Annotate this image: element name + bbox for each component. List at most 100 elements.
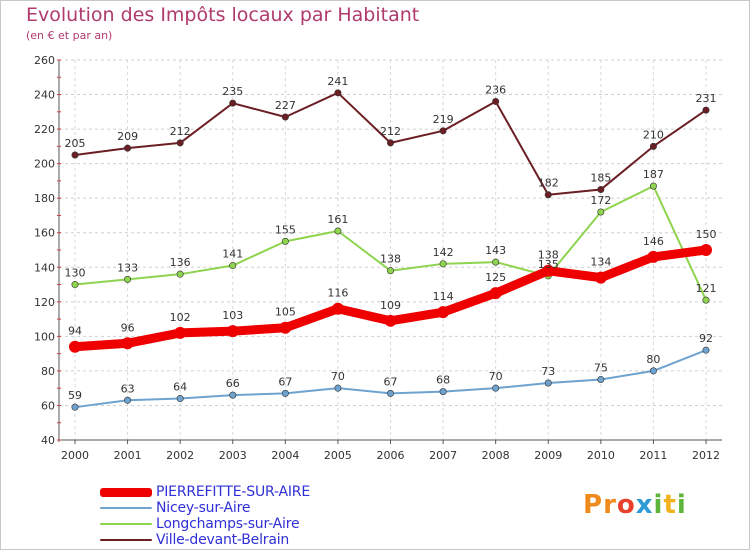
data-label: 212 [170,125,191,138]
legend-swatch [100,507,152,509]
data-label: 227 [275,99,296,112]
x-tick-label: 2006 [377,449,405,462]
data-point [386,139,394,147]
plot-area [59,60,722,440]
data-label: 96 [121,321,135,334]
data-point [229,262,237,270]
data-label: 155 [275,223,296,236]
data-point [229,99,237,107]
data-label: 150 [696,228,717,241]
data-label: 130 [65,267,86,280]
logo-letter: i [653,490,664,520]
data-label: 136 [170,256,191,269]
x-tick-label: 2011 [639,449,667,462]
data-point [334,89,342,97]
data-label: 102 [170,311,191,324]
data-point [334,384,342,392]
logo-letter: r [603,490,617,520]
y-tick-label: 260 [34,54,55,67]
y-tick-label: 220 [34,123,55,136]
x-tick-label: 2012 [692,449,720,462]
data-point [702,346,710,354]
data-label: 105 [275,306,296,319]
data-point [121,337,134,350]
data-label: 67 [384,375,398,388]
data-label: 92 [699,332,713,345]
data-label: 109 [380,299,401,312]
legend-item: PIERREFITTE-SUR-AIRE [100,484,310,500]
data-label: 187 [643,168,664,181]
data-label: 75 [594,362,608,375]
data-point [124,275,132,283]
data-point [492,97,500,105]
data-label: 143 [485,244,506,257]
legend-label: Nicey-sur-Aire [156,500,251,516]
logo-letter: P [583,490,604,520]
data-point [597,376,605,384]
x-tick-label: 2000 [61,449,89,462]
logo-letter: x [635,490,654,520]
data-label: 241 [327,75,348,88]
data-label: 212 [380,125,401,138]
data-label: 138 [380,253,401,266]
data-label: 209 [117,130,138,143]
data-label: 114 [433,290,454,303]
data-point [176,395,184,403]
legend-swatch [100,487,152,497]
data-point [226,325,239,338]
x-tick-label: 2010 [587,449,615,462]
data-label: 185 [590,172,611,185]
y-tick-label: 200 [34,158,55,171]
y-tick-label: 180 [34,192,55,205]
data-point [649,182,657,190]
data-label: 68 [436,374,450,387]
legend-label: PIERREFITTE-SUR-AIRE [156,484,310,500]
data-label: 64 [173,381,187,394]
legend-label: Longchamps-sur-Aire [156,516,300,532]
data-label: 63 [121,382,135,395]
data-label: 116 [327,287,348,300]
data-label: 141 [222,248,243,261]
data-label: 236 [485,83,506,96]
data-point [597,208,605,216]
data-point [281,237,289,245]
data-point [489,287,502,300]
data-label: 73 [541,365,555,378]
data-point [594,271,607,284]
data-point [386,267,394,275]
data-label: 59 [68,389,82,402]
data-point [386,389,394,397]
data-label: 121 [696,282,717,295]
y-tick-label: 100 [34,330,55,343]
data-point [542,264,555,277]
x-tick-label: 2002 [166,449,194,462]
chart-legend: PIERREFITTE-SUR-AIRE Nicey-sur-Aire Longch… [100,484,310,548]
data-point [176,139,184,147]
data-point [439,388,447,396]
logo-letter: i [676,490,687,520]
data-label: 94 [68,325,82,338]
legend-item: Longchamps-sur-Aire [100,516,310,532]
y-tick-label: 240 [34,89,55,102]
data-label: 66 [226,377,240,390]
legend-swatch [100,539,152,541]
data-label: 210 [643,128,664,141]
x-tick-label: 2004 [271,449,299,462]
data-label: 231 [696,92,717,105]
data-label: 146 [643,235,664,248]
data-point [331,302,344,315]
y-tick-label: 60 [41,399,55,412]
data-point [649,142,657,150]
data-point [544,379,552,387]
data-label: 205 [65,137,86,150]
data-label: 70 [331,370,345,383]
data-point [124,396,132,404]
y-tick-label: 160 [34,227,55,240]
chart-subtitle: (en € et par an) [26,29,113,42]
x-tick-label: 2001 [114,449,142,462]
x-tick-label: 2005 [324,449,352,462]
data-point [544,191,552,199]
x-tick-label: 2009 [534,449,562,462]
data-label: 70 [489,370,503,383]
data-label: 235 [222,85,243,98]
